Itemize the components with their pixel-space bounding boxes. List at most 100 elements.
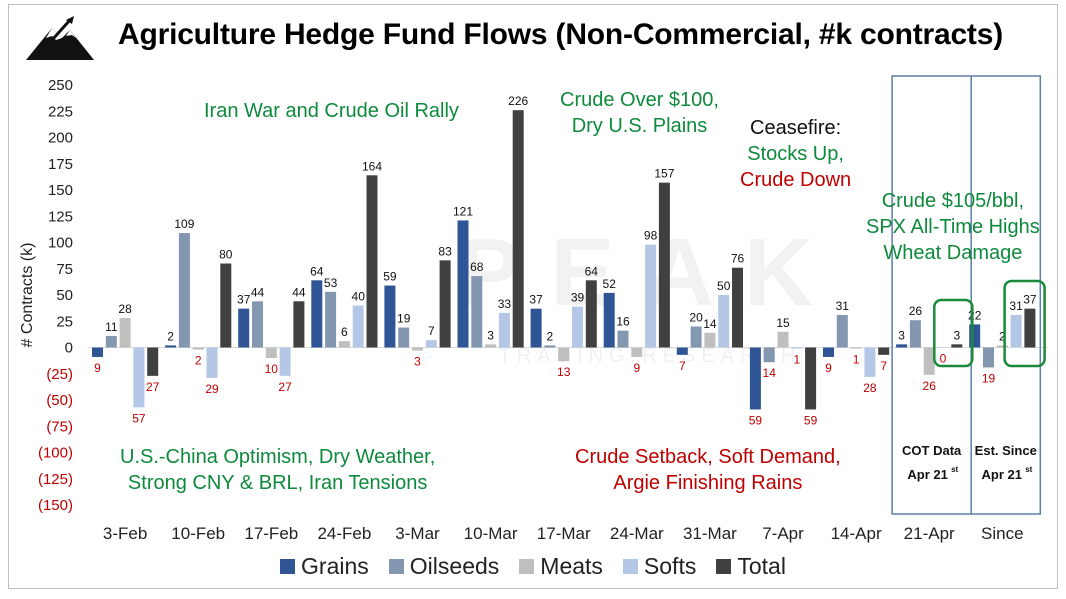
bar-meats: [412, 347, 423, 351]
data-label: 15: [776, 316, 790, 330]
data-label: 44: [251, 285, 265, 299]
data-label: 31: [836, 299, 850, 313]
bar-total: [732, 267, 743, 348]
bar-meats: [265, 347, 277, 358]
legend-item-grains: Grains: [280, 553, 369, 580]
bar-oilseeds: [471, 276, 483, 348]
data-label: 28: [118, 302, 132, 316]
annotation-line: Ceasefire:: [750, 117, 842, 139]
bar-grains: [749, 347, 761, 410]
data-label: 3: [414, 355, 421, 369]
x-tick-label: 17-Mar: [537, 524, 591, 543]
annotation-crude-over-100: Crude Over $100, Dry U.S. Plains: [560, 87, 719, 139]
bar-oilseeds: [909, 320, 921, 348]
annotation-line: Wheat Damage: [883, 242, 1023, 264]
x-tick-label: Since: [981, 524, 1024, 543]
data-label: 11: [105, 320, 118, 334]
bar-total: [658, 182, 670, 348]
bar-oilseeds: [690, 326, 702, 348]
x-tick-label: 10-Feb: [171, 524, 225, 543]
annotation-line: Strong CNY & BRL, Iran Tensions: [127, 472, 428, 494]
legend-swatch: [622, 559, 638, 574]
bar-oilseeds: [617, 330, 629, 348]
data-label: 7: [428, 324, 435, 338]
bar-total: [805, 347, 817, 410]
y-axis-label: # Contracts (k): [19, 243, 36, 348]
data-label: 1: [853, 353, 860, 367]
data-label: 29: [205, 382, 219, 396]
data-label: 37: [529, 293, 543, 307]
data-label: 59: [749, 413, 763, 427]
x-tick-label: 7-Apr: [762, 524, 804, 543]
legend-label: Softs: [643, 553, 697, 579]
y-tick-label: 25: [56, 313, 73, 330]
bar-oilseeds: [398, 327, 410, 348]
watermark-subtext: TRADING RESEARCH: [499, 345, 802, 367]
bar-softs: [206, 347, 218, 378]
bar-softs: [425, 340, 437, 348]
data-label: 52: [603, 277, 617, 291]
data-label: 59: [383, 270, 397, 284]
data-label: 2: [195, 354, 202, 368]
bar-grains: [311, 280, 323, 348]
data-label: 68: [470, 260, 484, 274]
legend-label: Meats: [540, 553, 603, 579]
annotation-line: Crude Setback, Soft Demand,: [575, 446, 841, 468]
chart-legend: Grains Oilseeds Meats Softs Total: [0, 553, 1066, 580]
bar-grains: [676, 347, 688, 355]
data-label: 10: [265, 362, 279, 376]
data-label: 2: [547, 329, 554, 343]
bar-softs: [1010, 314, 1022, 348]
panel-label-line1: Est. Since: [975, 443, 1037, 458]
panel-label-line1: COT Data: [902, 443, 962, 458]
data-label: 37: [237, 293, 251, 307]
bar-oilseeds: [836, 314, 848, 348]
y-tick-label: 0: [65, 340, 73, 357]
data-label: 2: [999, 329, 1006, 343]
data-label: 20: [689, 311, 703, 325]
bar-oilseeds: [544, 345, 556, 348]
bar-grains: [165, 345, 177, 348]
data-label: 19: [397, 312, 411, 326]
panel-label-sup: st: [1025, 465, 1032, 474]
annotation-line: Crude $105/bbl,: [881, 190, 1025, 212]
bar-meats: [850, 347, 862, 349]
y-tick-label: 225: [48, 103, 73, 120]
panel-label-line2: Apr 21: [907, 467, 947, 482]
bar-softs: [645, 244, 657, 348]
annotation-line: Crude Over $100,: [560, 89, 719, 111]
x-tick-label: 10-Mar: [464, 524, 518, 543]
data-label: 22: [968, 308, 982, 322]
bar-grains: [238, 308, 250, 348]
annotation-ceasefire: Ceasefire: Stocks Up, Crude Down: [740, 115, 851, 193]
data-label: 13: [557, 365, 571, 379]
bar-grains: [823, 347, 834, 357]
data-label: 9: [825, 361, 832, 375]
data-label: 9: [94, 361, 101, 375]
y-tick-label: 75: [56, 261, 73, 278]
data-label: 37: [1023, 293, 1037, 307]
data-label: 39: [571, 291, 585, 305]
y-tick-label: 250: [48, 77, 73, 94]
bar-total: [512, 110, 524, 348]
highlight-box: [933, 298, 974, 368]
data-label: 109: [174, 217, 194, 231]
panel-label-sup: st: [951, 465, 958, 474]
legend-label: Oilseeds: [409, 553, 500, 579]
data-label: 0: [940, 352, 947, 366]
bar-total: [878, 347, 890, 355]
data-label: 80: [219, 248, 233, 262]
y-tick-label: (50): [46, 392, 73, 409]
data-label: 157: [654, 167, 674, 181]
bar-total: [585, 280, 597, 348]
bar-softs: [864, 347, 876, 377]
bar-oilseeds: [983, 347, 994, 368]
annotation-line: Dry U.S. Plains: [571, 115, 708, 137]
annotation-line: Crude Down: [740, 169, 852, 191]
bar-softs: [937, 347, 949, 348]
data-label: 7: [880, 359, 887, 373]
annotation-us-china-optimism: U.S.-China Optimism, Dry Weather, Strong …: [120, 444, 435, 496]
annotation-iran-war: Iran War and Crude Oil Rally: [204, 98, 459, 124]
annotation-line: U.S.-China Optimism, Dry Weather,: [120, 446, 436, 468]
